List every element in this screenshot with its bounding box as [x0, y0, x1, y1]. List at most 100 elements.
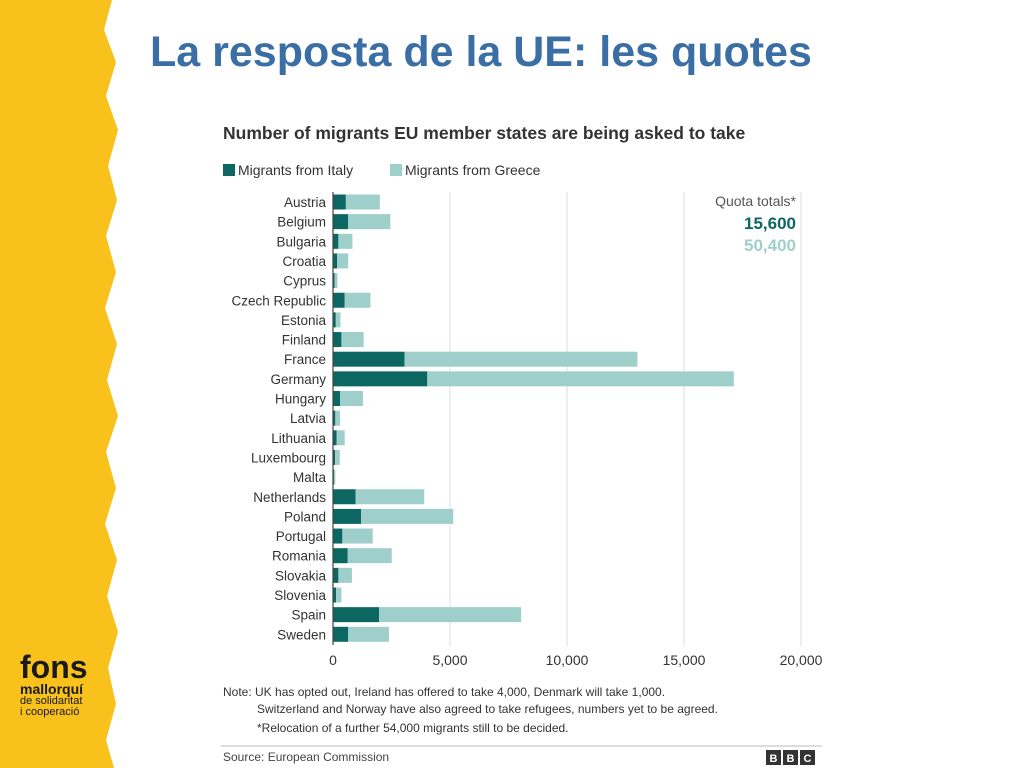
bar-hungary-greece [340, 391, 363, 406]
bar-bulgaria-greece [338, 233, 353, 249]
bar-poland-italy [333, 508, 362, 524]
bar-germany-italy [333, 371, 428, 387]
note-line-3: *Relocation of a further 54,000 migrants… [257, 721, 569, 735]
category-label-finland: Finland [282, 333, 326, 348]
bar-france-greece [404, 351, 638, 367]
category-label-malta: Malta [293, 470, 327, 485]
bbc-box-1 [766, 750, 781, 765]
logo-line-2: i cooperació [20, 706, 80, 718]
category-label-portugal: Portugal [276, 529, 326, 544]
bar-latvia-greece [335, 410, 341, 426]
slide-title: La resposta de la UE: les quotes [150, 28, 812, 76]
legend-italy-swatch [223, 164, 235, 176]
bar-czech-republic-greece [344, 292, 371, 308]
x-tick-label: 5,000 [432, 652, 467, 668]
bar-romania-greece [347, 548, 392, 564]
logo-line-1: de solidaritat [20, 695, 83, 707]
bar-netherlands-italy [333, 489, 356, 505]
bar-belgium-italy [333, 214, 349, 230]
category-label-netherlands: Netherlands [253, 490, 326, 505]
fons-logo: fons mallorquí de solidaritat i cooperac… [20, 649, 120, 718]
category-label-czech-republic: Czech Republic [231, 293, 326, 308]
legend-greece-label: Migrants from Greece [405, 162, 541, 178]
bar-slovenia-italy [333, 587, 337, 603]
x-tick-label: 15,000 [663, 652, 706, 668]
bar-latvia-italy [333, 410, 336, 426]
category-label-belgium: Belgium [277, 215, 326, 230]
category-labels: Austria Belgium Bulgaria Croatia Cyprus Czech… [231, 195, 326, 642]
grid-lines [449, 192, 802, 647]
x-tick-labels: 0 5,000 10,000 15,000 20,000 [329, 652, 823, 668]
bar-lithuania-italy [333, 430, 337, 446]
category-label-romania: Romania [272, 549, 327, 564]
note-line-1: Note: UK has opted out, Ireland has offe… [223, 685, 665, 699]
source-label: Source: European Commission [223, 750, 389, 764]
bbc-box-2 [783, 750, 798, 765]
bar-malta-greece [333, 469, 336, 485]
category-label-latvia: Latvia [290, 411, 327, 426]
bar-spain-greece [379, 607, 522, 623]
logo-main-text: fons [20, 649, 88, 685]
bar-netherlands-greece [355, 489, 425, 505]
legend-italy-label: Migrants from Italy [238, 162, 353, 178]
bar-lithuania-greece [336, 430, 345, 446]
bars [333, 194, 734, 642]
bar-hungary-italy [333, 391, 341, 406]
bar-austria-greece [345, 194, 380, 210]
bar-france-italy [333, 351, 405, 367]
bar-poland-greece [361, 508, 454, 524]
note-line-2: Switzerland and Norway have also agreed … [257, 702, 718, 716]
bbc-box-3 [800, 750, 815, 765]
category-label-lithuania: Lithuania [271, 431, 326, 446]
bar-belgium-greece [348, 214, 391, 230]
category-label-luxembourg: Luxembourg [251, 450, 326, 465]
x-tick-label: 0 [329, 652, 337, 668]
bar-croatia-greece [337, 253, 349, 269]
category-label-france: France [284, 352, 326, 367]
bar-croatia-italy [333, 253, 338, 269]
bar-estonia-greece [335, 312, 341, 328]
bar-portugal-italy [333, 528, 343, 544]
bbc-letter-2: B [787, 753, 795, 765]
bbc-logo: B B C [766, 750, 815, 765]
category-label-slovakia: Slovakia [275, 568, 327, 583]
x-tick-label: 20,000 [780, 652, 823, 668]
category-label-spain: Spain [291, 608, 326, 623]
bar-slovakia-greece [338, 567, 352, 583]
bar-romania-italy [333, 548, 348, 564]
bar-finland-greece [341, 332, 364, 348]
bar-germany-greece [427, 371, 734, 387]
bar-cyprus-greece [334, 273, 338, 289]
chart-title: Number of migrants EU member states are … [223, 123, 746, 143]
torn-paper-shape [0, 0, 118, 768]
bar-luxembourg-greece [335, 449, 340, 465]
bar-sweden-italy [333, 626, 349, 642]
migrant-quota-chart: Number of migrants EU member states are … [221, 123, 823, 765]
logo-sub-text: mallorquí [20, 681, 84, 697]
bar-bulgaria-italy [333, 233, 339, 249]
bar-slovakia-italy [333, 567, 339, 583]
category-label-croatia: Croatia [282, 254, 326, 269]
bar-estonia-italy [333, 312, 336, 328]
bar-austria-italy [333, 194, 346, 210]
bar-portugal-greece [342, 528, 373, 544]
category-label-bulgaria: Bulgaria [276, 234, 326, 249]
x-tick-label: 10,000 [546, 652, 589, 668]
yellow-torn-band [0, 0, 118, 768]
bar-luxembourg-italy [333, 449, 336, 465]
category-label-cyprus: Cyprus [283, 274, 326, 289]
bar-spain-italy [333, 607, 380, 623]
category-label-poland: Poland [284, 509, 326, 524]
bbc-letter-3: C [804, 753, 812, 765]
quota-italy-total: 15,600 [744, 214, 796, 233]
category-label-slovenia: Slovenia [274, 588, 326, 603]
category-label-sweden: Sweden [277, 627, 326, 642]
category-label-estonia: Estonia [281, 313, 327, 328]
category-label-hungary: Hungary [275, 392, 326, 407]
quota-totals-label: Quota totals* [715, 193, 796, 209]
category-label-austria: Austria [284, 195, 327, 210]
bar-finland-italy [333, 332, 342, 348]
bar-czech-republic-italy [333, 292, 345, 308]
legend-greece-swatch [390, 164, 402, 176]
bbc-letter-1: B [770, 753, 778, 765]
